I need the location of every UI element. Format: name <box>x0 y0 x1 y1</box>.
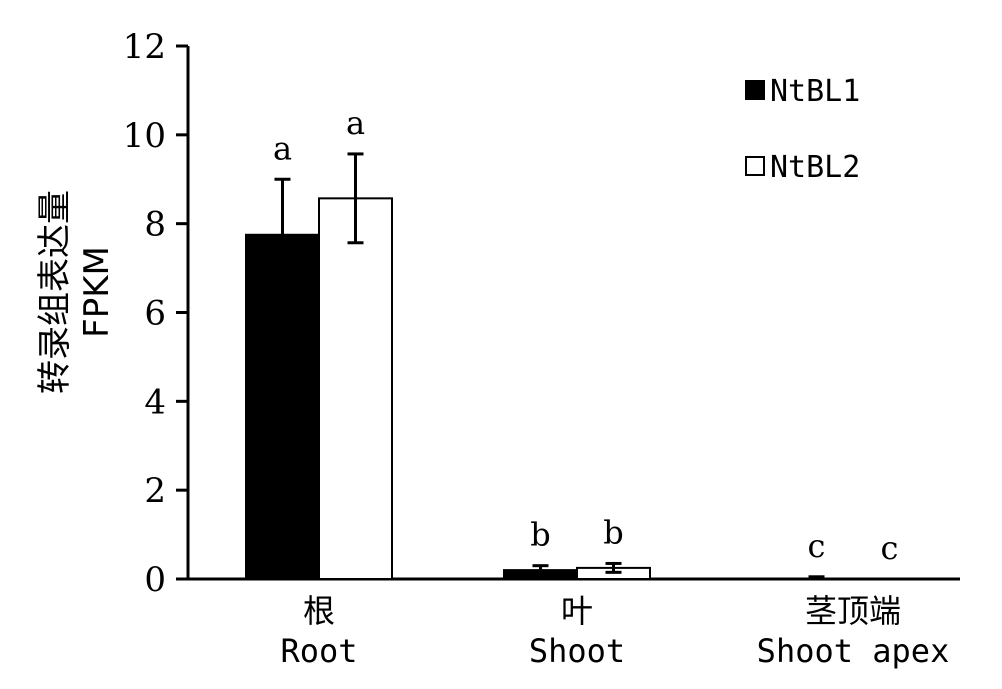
x-category-label-zh: 根 <box>303 592 335 630</box>
significance-letter: a <box>346 104 365 142</box>
x-category-label-en: Shoot apex <box>757 632 950 670</box>
legend-label: NtBL2 <box>770 150 860 185</box>
significance-letter: a <box>273 129 292 167</box>
significance-letter: c <box>808 527 826 565</box>
legend-swatch <box>745 80 765 100</box>
legend: NtBL1 NtBL2 <box>745 74 860 185</box>
significance-letter: c <box>881 529 899 567</box>
significance-letter: b <box>530 516 550 554</box>
y-tick-label: 6 <box>144 294 166 334</box>
legend-swatch <box>745 156 765 176</box>
x-category-label-zh: 叶 <box>561 592 593 630</box>
y-axis-label-line1: 转录组表达量 <box>35 190 75 394</box>
y-tick-label: 8 <box>144 205 166 245</box>
bar <box>318 197 393 581</box>
x-category-label-en: Shoot <box>529 632 625 670</box>
bars: a a b b c c <box>245 104 899 581</box>
x-category-label-zh: 茎顶端 <box>805 592 901 630</box>
y-axis-label-line2: FPKM <box>77 246 117 338</box>
legend-label: NtBL1 <box>770 74 860 109</box>
significance-letter: b <box>603 513 623 551</box>
y-tick-label: 2 <box>144 471 166 511</box>
y-tick-label: 4 <box>144 382 166 422</box>
x-category-label-en: Root <box>280 632 357 670</box>
y-tick-label: 12 <box>123 27 166 67</box>
y-tick-label: 10 <box>123 116 166 156</box>
y-axis-label: 转录组表达量 FPKM <box>35 190 117 394</box>
y-tick-label: 0 <box>144 560 166 600</box>
